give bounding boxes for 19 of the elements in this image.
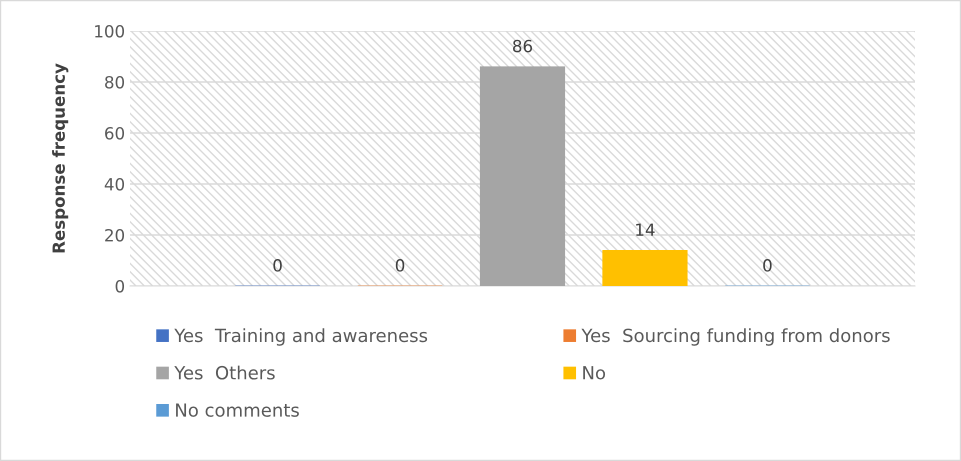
y-tick-label: 0 (116, 280, 124, 293)
data-label: 14 (636, 224, 655, 236)
data-label: 86 (513, 40, 532, 52)
bar (602, 250, 688, 286)
legend-label: No (583, 366, 606, 380)
data-label: 0 (763, 259, 772, 272)
legend-label: No comments (176, 403, 299, 417)
y-tick-label: 60 (105, 126, 124, 140)
data-label: 0 (273, 259, 282, 272)
y-tick-label: 40 (104, 178, 124, 191)
y-tick-label: 80 (105, 76, 124, 89)
legend-label: Yes Others (174, 366, 275, 380)
data-label: 0 (396, 259, 404, 272)
bar (480, 66, 566, 286)
y-axis-title: Response frequency (52, 63, 68, 252)
legend-label: Yes Training and awareness (174, 328, 428, 346)
y-tick-label: 100 (95, 24, 124, 38)
y-tick-label: 20 (105, 228, 124, 242)
legend-label: Yes Sourcing funding from donors (581, 328, 890, 346)
